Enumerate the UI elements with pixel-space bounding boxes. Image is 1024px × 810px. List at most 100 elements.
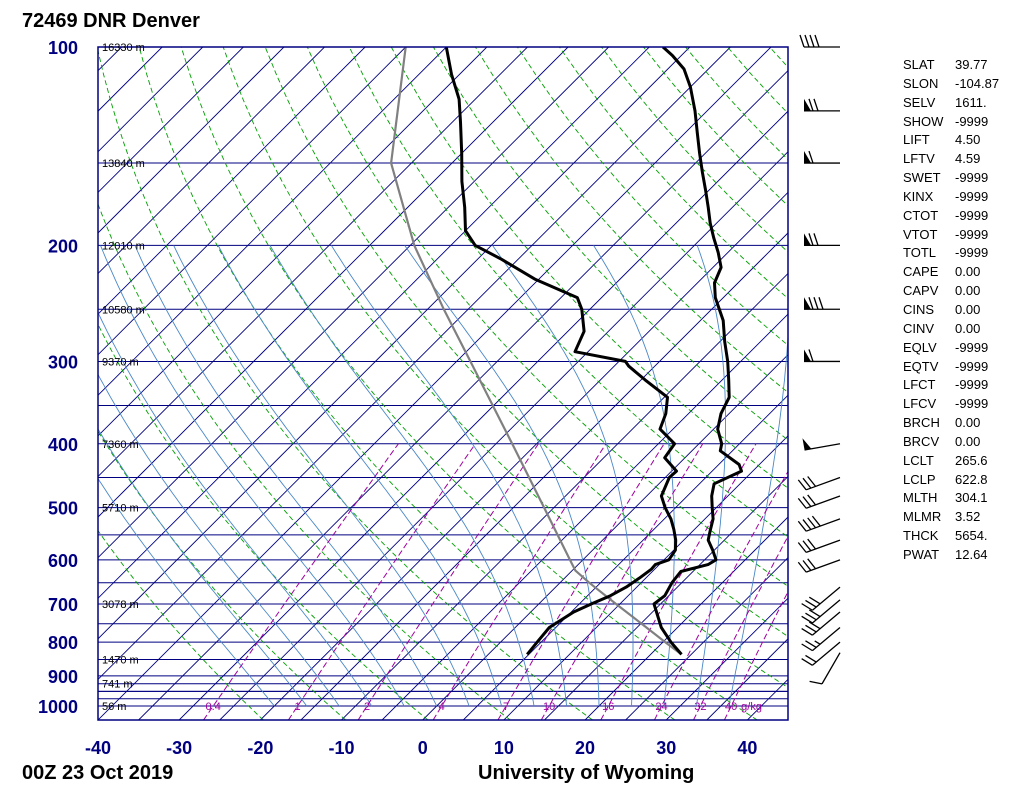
index-key: MLMR — [903, 509, 942, 525]
barb-full — [797, 561, 807, 573]
mixing-ratio-line — [287, 443, 476, 720]
isotherm — [138, 69, 788, 720]
index-key: KINX — [903, 188, 934, 204]
barb-full — [818, 297, 824, 310]
index-key: SHOW — [903, 113, 944, 129]
isotherm — [341, 272, 788, 720]
barb-full — [801, 603, 813, 611]
pressure-tick-label: 400 — [48, 435, 78, 455]
isotherm — [422, 354, 788, 720]
pressure-tick-label: 300 — [48, 352, 78, 372]
pressure-tick-label: 900 — [48, 667, 78, 687]
barb-full — [809, 680, 823, 685]
isotherm — [98, 47, 609, 559]
index-value: 0.00 — [955, 283, 981, 299]
dry-adiabat — [390, 47, 788, 489]
index-key: CAPE — [903, 264, 939, 280]
moist-adiabat — [728, 245, 788, 707]
index-row: SELV 1611. — [903, 94, 999, 113]
moist-adiabat — [593, 245, 675, 707]
barb-staff — [805, 495, 841, 509]
temperature-tick-label: 30 — [656, 738, 676, 758]
wind-barb — [804, 297, 840, 310]
isotherm — [98, 47, 285, 234]
barb-full — [807, 476, 817, 487]
index-row: MLTH 304.1 — [903, 489, 999, 508]
barb-full — [804, 34, 810, 48]
barb-full — [808, 150, 814, 164]
temperature-tick-label: -10 — [329, 738, 355, 758]
dry-adiabat — [98, 48, 593, 720]
index-row: CAPE 0.00 — [903, 263, 999, 282]
height-label: 10580 m — [102, 304, 145, 316]
barb-full — [807, 494, 817, 506]
mixing-ratio-line — [693, 535, 788, 720]
pressure-tick-label: 600 — [48, 551, 78, 571]
index-value: 3.52 — [955, 509, 981, 525]
mixing-ratio-label: 32 — [694, 701, 706, 713]
index-key: VTOT — [903, 226, 938, 242]
observation-time: 00Z 23 Oct 2019 — [22, 762, 174, 784]
barb-flag — [804, 297, 811, 310]
barb-full — [805, 624, 817, 633]
height-label: 12010 m — [102, 240, 145, 252]
mixing-ratio-label: 2 — [364, 701, 370, 713]
mixing-ratio-line — [357, 443, 539, 720]
parcel-line — [390, 47, 683, 656]
index-key: CTOT — [903, 207, 939, 223]
isotherm — [98, 47, 488, 437]
temperature-tick-label: 10 — [494, 738, 514, 758]
dry-adiabats — [98, 47, 788, 720]
barb-full — [802, 477, 812, 489]
index-value: -9999 — [955, 358, 989, 374]
dry-adiabat — [222, 47, 788, 689]
plot-frame — [97, 46, 789, 721]
index-value: -9999 — [955, 226, 989, 242]
isotherm — [300, 232, 788, 720]
index-value: 304.1 — [955, 490, 988, 506]
index-row: PWAT 12.64 — [903, 546, 999, 565]
index-key: THCK — [903, 528, 939, 544]
barb-staff — [805, 518, 841, 532]
barb-full — [802, 519, 812, 530]
moist-adiabat — [331, 245, 568, 707]
temperature-tick-label: -30 — [166, 738, 192, 758]
index-value: 622.8 — [955, 471, 988, 487]
index-value: 5654. — [955, 528, 988, 544]
barb-full — [809, 34, 815, 48]
isotherm — [98, 47, 528, 478]
height-label: 3078 m — [102, 599, 139, 611]
index-row: TOTL -9999 — [903, 244, 999, 263]
height-label: 5710 m — [102, 503, 139, 515]
index-key: SLON — [903, 75, 939, 91]
barb-flag — [802, 438, 812, 451]
isotherm — [462, 394, 788, 720]
isotherm — [98, 47, 691, 640]
mixing-ratio-label: 16 — [602, 701, 614, 713]
barb-flag — [804, 233, 811, 246]
index-key: LFCT — [903, 377, 936, 393]
barb-full — [802, 540, 812, 552]
index-row: LFCT -9999 — [903, 376, 999, 395]
mixing-ratio-line — [653, 470, 788, 720]
barb-staff — [812, 586, 841, 611]
moist-adiabat — [100, 245, 405, 707]
wind-barb — [801, 641, 841, 666]
barb-full — [801, 658, 813, 666]
index-value: 0.00 — [955, 320, 981, 336]
pressure-tick-label: 200 — [48, 236, 78, 256]
index-key: CAPV — [903, 283, 939, 299]
index-value: -9999 — [955, 377, 989, 393]
moist-adiabat — [98, 311, 373, 707]
moist-adiabat — [404, 245, 600, 706]
isotherm — [584, 516, 788, 720]
isotherm — [503, 435, 788, 720]
index-value: -9999 — [955, 339, 989, 355]
index-row: KINX -9999 — [903, 188, 999, 207]
index-key: EQTV — [903, 358, 939, 374]
station-title: 72469 DNR Denver — [22, 10, 200, 32]
index-value: 4.50 — [955, 132, 981, 148]
isotherm — [0, 47, 81, 720]
isotherm — [98, 47, 204, 153]
barb-full — [802, 560, 812, 571]
